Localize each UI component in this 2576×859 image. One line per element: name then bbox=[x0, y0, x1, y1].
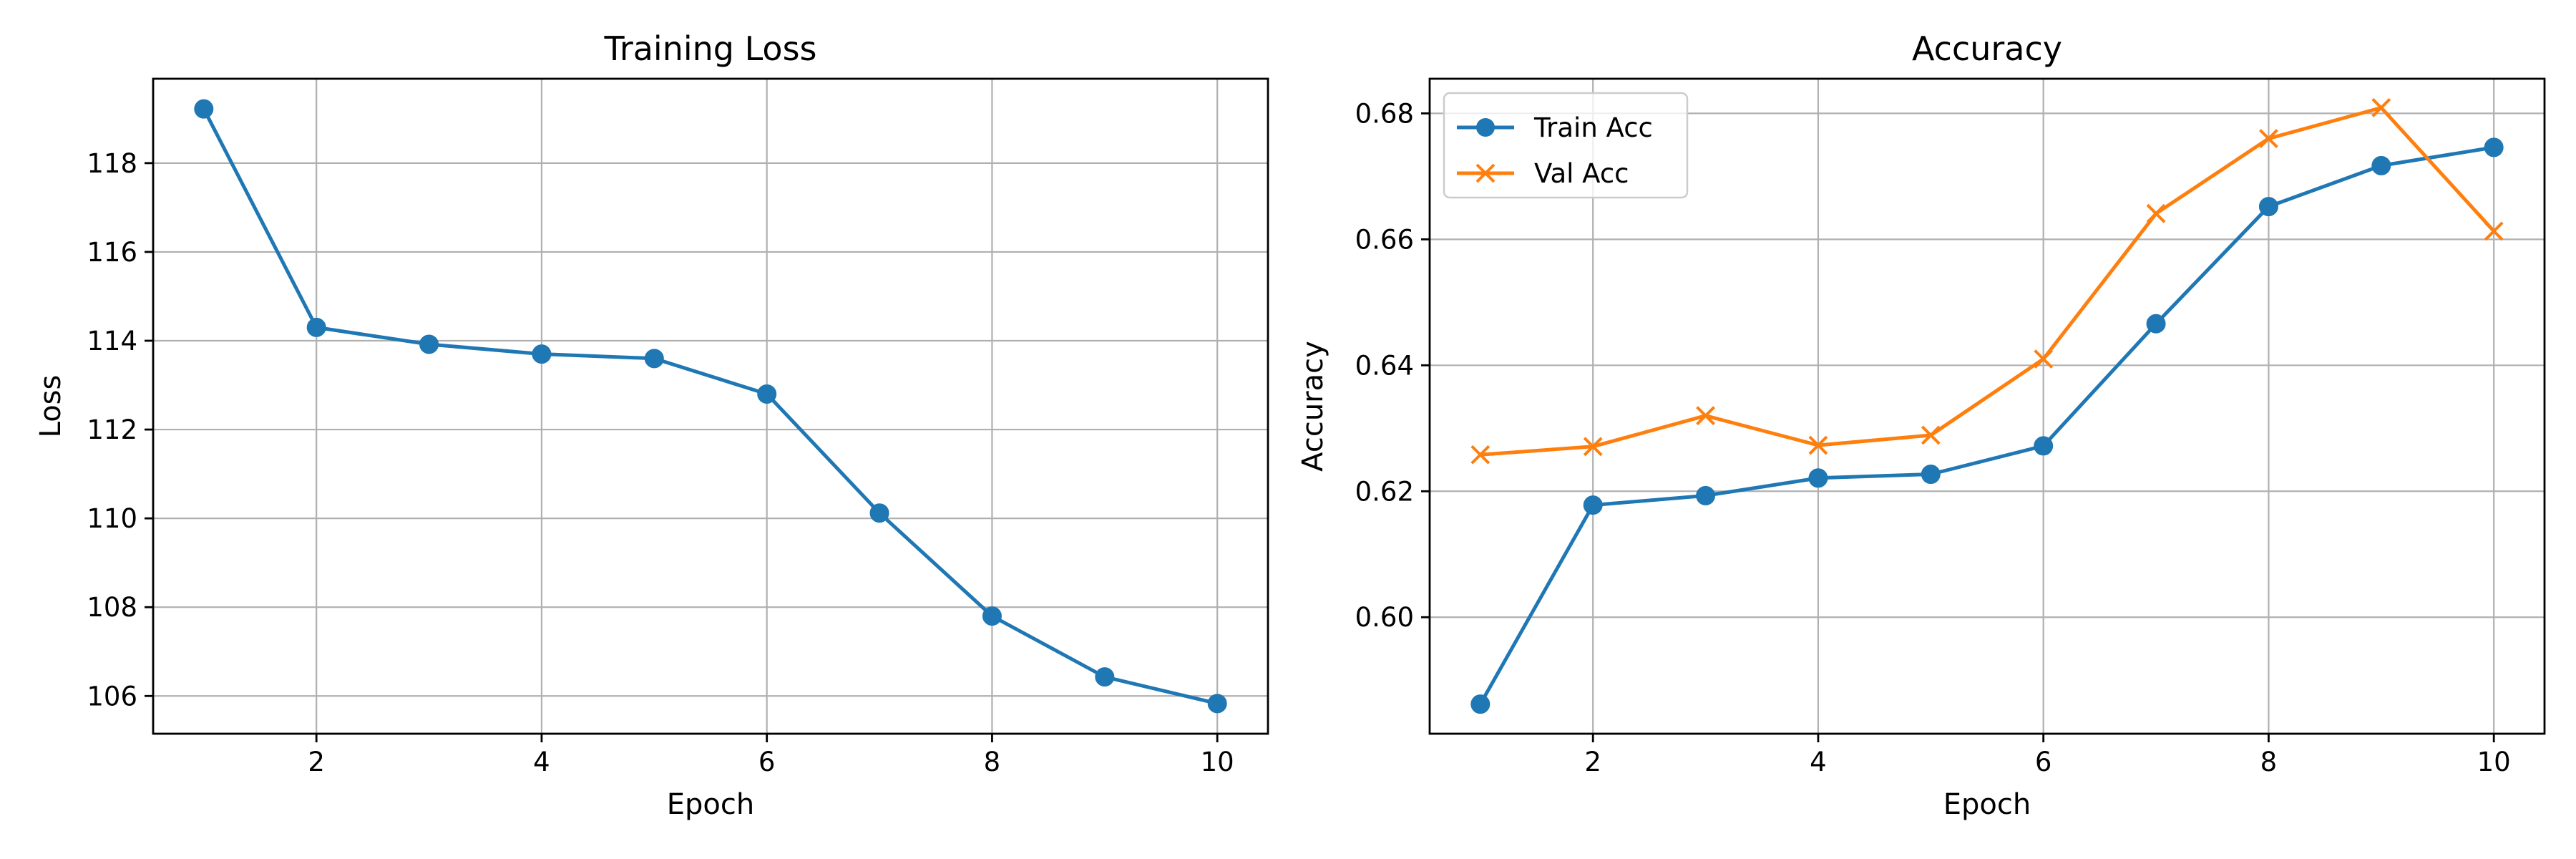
accuracy-panel: 2 4 6 8 10 0.60 0.62 0.64 0.66 0.68 Accuracy Epoch A… bbox=[1297, 29, 2546, 821]
accuracy-data-point bbox=[1470, 445, 1491, 465]
training-loss-data-point bbox=[306, 317, 326, 337]
accuracy-plot-frame bbox=[1428, 77, 2546, 735]
training-loss-data-point bbox=[869, 503, 889, 523]
training-loss-y-tick-label: 118 bbox=[87, 148, 137, 179]
training-loss-y-tick-label: 110 bbox=[87, 503, 137, 534]
training-loss-y-tick-label: 116 bbox=[87, 237, 137, 268]
accuracy-data-point bbox=[1583, 437, 1603, 457]
training-loss-data-point bbox=[419, 334, 439, 354]
accuracy-x-tick-label: 10 bbox=[2477, 747, 2511, 777]
accuracy-series-line-1 bbox=[1478, 106, 2496, 457]
training-loss-y-tick-label: 106 bbox=[87, 681, 137, 712]
training-loss-data-point bbox=[982, 606, 1002, 626]
training-loss-x-tick-label: 8 bbox=[984, 747, 1001, 777]
accuracy-data-point bbox=[1808, 435, 1828, 455]
accuracy-data-point bbox=[2146, 203, 2166, 223]
accuracy-data-point bbox=[2484, 221, 2504, 241]
accuracy-data-point bbox=[1921, 425, 1941, 445]
training-loss-data-point bbox=[644, 349, 664, 369]
training-loss-data-point bbox=[1095, 667, 1115, 687]
training-loss-data-point bbox=[194, 99, 214, 119]
accuracy-y-axis-label: Accuracy bbox=[1297, 341, 1330, 472]
accuracy-x-tick-label: 2 bbox=[1584, 747, 1601, 777]
training-loss-x-tick-label: 2 bbox=[308, 747, 325, 777]
accuracy-x-axis-label: Epoch bbox=[1943, 788, 2031, 821]
training-loss-plot-frame bbox=[152, 77, 1269, 735]
training-loss-x-tick-label: 10 bbox=[1201, 747, 1234, 777]
accuracy-data-point bbox=[1921, 465, 1941, 485]
accuracy-data-point bbox=[2146, 314, 2166, 334]
accuracy-data-point bbox=[1696, 406, 1715, 426]
accuracy-data-point bbox=[2258, 197, 2278, 217]
accuracy-y-tick-label: 0.66 bbox=[1355, 224, 1414, 255]
accuracy-data-point bbox=[2259, 129, 2278, 148]
training-loss-y-tick-label: 114 bbox=[87, 326, 137, 356]
training-loss-y-axis-label: Loss bbox=[34, 375, 67, 438]
accuracy-y-tick-label: 0.68 bbox=[1355, 98, 1414, 129]
accuracy-chart-title: Accuracy bbox=[1912, 29, 2062, 68]
training-loss-data-point bbox=[1207, 694, 1227, 714]
accuracy-legend-marker bbox=[1476, 118, 1495, 137]
accuracy-legend-marker bbox=[1475, 163, 1496, 183]
accuracy-legend-label: Val Acc bbox=[1534, 158, 1629, 189]
accuracy-y-tick-label: 0.62 bbox=[1355, 476, 1414, 507]
accuracy-data-point bbox=[1808, 468, 1828, 488]
accuracy-data-point bbox=[1696, 485, 1716, 505]
training-loss-chart-title: Training Loss bbox=[603, 29, 816, 68]
training-loss-series-line-0 bbox=[202, 107, 1219, 706]
accuracy-data-point bbox=[2034, 436, 2054, 456]
accuracy-data-point bbox=[2371, 155, 2391, 175]
accuracy-data-point bbox=[1470, 694, 1491, 714]
accuracy-data-point bbox=[2484, 137, 2504, 157]
accuracy-legend-label: Train Acc bbox=[1533, 112, 1653, 143]
training-loss-panel: 2 4 6 8 10 106 108 110 112 114 116 118 Training Loss… bbox=[34, 29, 1269, 821]
accuracy-x-tick-label: 6 bbox=[2035, 747, 2052, 777]
training-loss-x-axis-label: Epoch bbox=[667, 788, 754, 821]
training-loss-x-tick-label: 4 bbox=[533, 747, 550, 777]
training-loss-y-tick-label: 112 bbox=[87, 414, 137, 445]
training-loss-y-tick-label: 108 bbox=[87, 592, 137, 623]
training-loss-data-point bbox=[757, 384, 777, 404]
accuracy-x-tick-label: 8 bbox=[2260, 747, 2278, 777]
accuracy-y-tick-label: 0.60 bbox=[1355, 602, 1414, 633]
accuracy-x-tick-label: 4 bbox=[1810, 747, 1827, 777]
training-loss-data-point bbox=[532, 344, 552, 364]
accuracy-data-point bbox=[2034, 349, 2054, 369]
accuracy-y-tick-label: 0.64 bbox=[1355, 350, 1414, 381]
accuracy-data-point bbox=[2371, 98, 2391, 117]
accuracy-series-line-0 bbox=[1478, 145, 2496, 707]
accuracy-data-point bbox=[1583, 495, 1603, 515]
training-loss-x-tick-label: 6 bbox=[758, 747, 776, 777]
